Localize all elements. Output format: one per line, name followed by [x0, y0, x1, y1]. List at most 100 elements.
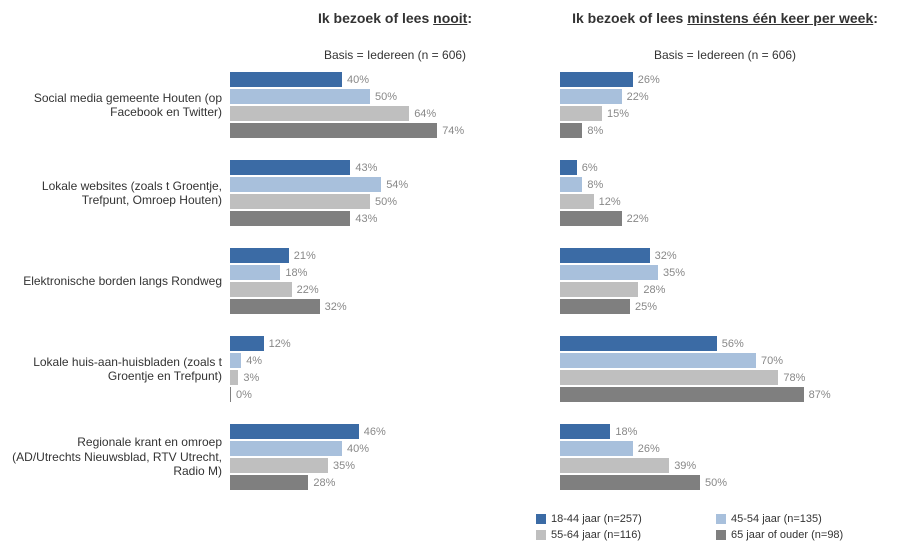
bar-group: 43% 54% 50% 43% [230, 156, 560, 230]
bar [560, 370, 778, 385]
bar-row: 56% [560, 335, 890, 352]
bar-row: 64% [230, 105, 560, 122]
bar-group: 26% 22% 15% 8% [560, 68, 890, 142]
bar-group: 12%4%3%0% [230, 332, 560, 406]
bar-value-label: 3% [238, 372, 259, 384]
bar-row: 18% [230, 264, 560, 281]
bar [560, 194, 594, 209]
title-pre: Ik bezoek of lees [318, 10, 433, 26]
category-label: Elektronische borden langs Rondweg [10, 244, 230, 318]
bar [230, 89, 370, 104]
bar-group: 32%35%28%25% [560, 244, 890, 318]
bar-row: 6% [560, 159, 890, 176]
bar-row: 3% [230, 369, 560, 386]
legend-label: 65 jaar of ouder (n=98) [731, 529, 843, 541]
bar-value-label: 26% [633, 443, 660, 455]
bar [560, 72, 633, 87]
legend-label: 18-44 jaar (n=257) [551, 513, 642, 525]
bar [230, 336, 264, 351]
bar-row: 32% [230, 298, 560, 315]
bar [230, 441, 342, 456]
bar [560, 336, 717, 351]
bar [560, 441, 633, 456]
bar-row: 8% [560, 122, 890, 139]
bar-value-label: 18% [610, 426, 637, 438]
bar-row: 25% [560, 298, 890, 315]
bar-row: 0% [230, 386, 560, 403]
bar-value-label: 26% [633, 74, 660, 86]
bar-row: 4% [230, 352, 560, 369]
bar-value-label: 22% [622, 91, 649, 103]
right-chart: Ik bezoek of lees minstens één keer per … [560, 10, 890, 508]
bar-value-label: 8% [582, 179, 603, 191]
bar [560, 248, 650, 263]
bar-value-label: 50% [700, 477, 727, 489]
bar [230, 353, 241, 368]
bar-value-label: 56% [717, 338, 744, 350]
bar [230, 424, 359, 439]
bar-row: 43% [230, 210, 560, 227]
bar-row: 22% [560, 88, 890, 105]
category-label: Social media gemeente Houten (op Faceboo… [10, 68, 230, 142]
category-labels-column: Social media gemeente Houten (op Faceboo… [10, 10, 230, 508]
legend-item: 45-54 jaar (n=135) [716, 513, 896, 525]
title-post: : [873, 10, 878, 26]
bar [560, 160, 577, 175]
bar-row: 43% [230, 159, 560, 176]
bar-row: 50% [230, 193, 560, 210]
bar [230, 123, 437, 138]
bar-row: 18% [560, 423, 890, 440]
bar [230, 370, 238, 385]
bar-value-label: 28% [308, 477, 335, 489]
legend-label: 45-54 jaar (n=135) [731, 513, 822, 525]
bar-value-label: 78% [778, 372, 805, 384]
bar-row: 54% [230, 176, 560, 193]
bar [560, 424, 610, 439]
category-label: Regionale krant en omroep (AD/Utrechts N… [10, 420, 230, 494]
bar [560, 299, 630, 314]
bar-value-label: 43% [350, 162, 377, 174]
category-label: Lokale websites (zoals t Groentje, Trefp… [10, 156, 230, 230]
bar-row: 15% [560, 105, 890, 122]
bar [560, 211, 622, 226]
category-label: Lokale huis-aan-huisbladen (zoals t Groe… [10, 332, 230, 406]
bar [230, 248, 289, 263]
bar-value-label: 87% [804, 389, 831, 401]
bar-group: 46%40%35%28% [230, 420, 560, 494]
bar [560, 353, 756, 368]
bar [560, 282, 638, 297]
bar [560, 475, 700, 490]
bar [230, 299, 320, 314]
bar-row: 22% [230, 281, 560, 298]
bar-row: 21% [230, 247, 560, 264]
bar-value-label: 39% [669, 460, 696, 472]
bar-value-label: 15% [602, 108, 629, 120]
bar-group: 6%8%12%22% [560, 156, 890, 230]
title-post: : [467, 10, 472, 26]
bar-row: 28% [230, 474, 560, 491]
left-chart-title: Ik bezoek of lees nooit: [230, 10, 560, 48]
bar [560, 177, 582, 192]
bar-value-label: 50% [370, 91, 397, 103]
dual-bar-chart: Social media gemeente Houten (op Faceboo… [0, 0, 916, 508]
bar-value-label: 22% [622, 213, 649, 225]
bar [230, 211, 350, 226]
bar-row: 35% [560, 264, 890, 281]
bar [560, 265, 658, 280]
legend-swatch [536, 530, 546, 540]
bar [560, 89, 622, 104]
bar-value-label: 46% [359, 426, 386, 438]
title-pre: Ik bezoek of lees [572, 10, 687, 26]
bar-value-label: 40% [342, 74, 369, 86]
bar [230, 160, 350, 175]
bar-row: 8% [560, 176, 890, 193]
bar-value-label: 50% [370, 196, 397, 208]
bar-value-label: 40% [342, 443, 369, 455]
bar [560, 123, 582, 138]
legend-item: 55-64 jaar (n=116) [536, 529, 716, 541]
left-chart-subtitle: Basis = Iedereen (n = 606) [230, 48, 560, 68]
bar-value-label: 35% [658, 267, 685, 279]
bar [560, 458, 669, 473]
bar-value-label: 8% [582, 125, 603, 137]
legend-swatch [716, 530, 726, 540]
